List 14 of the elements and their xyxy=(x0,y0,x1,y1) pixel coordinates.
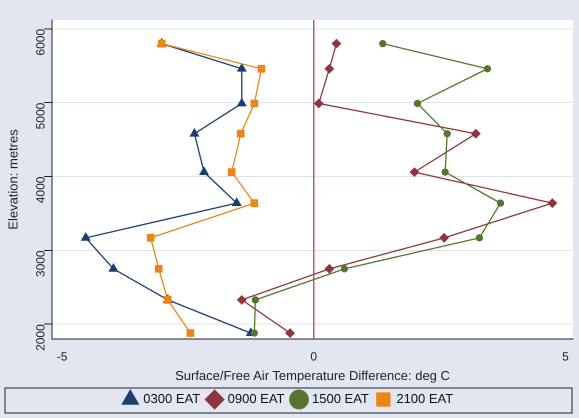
y-tick-label: 6000 xyxy=(33,28,48,56)
legend-label: 0300 EAT xyxy=(143,391,200,406)
y-tick-label: 4000 xyxy=(33,176,48,204)
y-tick-label: 5000 xyxy=(33,102,48,130)
y-tick-label: 3000 xyxy=(33,250,48,278)
x-tick-label: -5 xyxy=(56,350,68,364)
y-axis-title: Elevation: metres xyxy=(5,128,20,230)
x-tick-label: 5 xyxy=(562,350,570,364)
y-tick-label: 2000 xyxy=(33,324,48,351)
legend-label: 0900 EAT xyxy=(228,391,285,406)
legend-label: 2100 EAT xyxy=(396,391,454,406)
x-axis-title: Surface/Free Air Temperature Difference: deg C xyxy=(175,368,450,383)
x-tick-label: 0 xyxy=(310,350,318,364)
legend-label: 1500 EAT xyxy=(312,391,369,406)
